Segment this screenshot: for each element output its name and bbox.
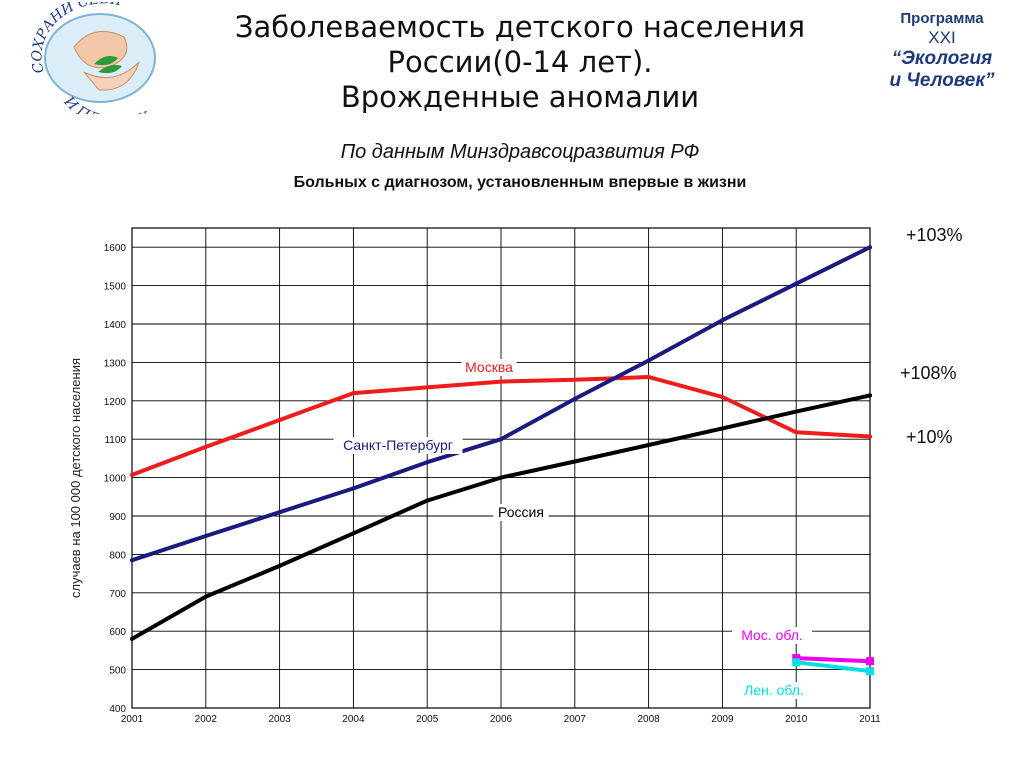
- logo-left: СОХРАНИ СЕБЯ И ПЛАНЕТУ: [29, 2, 156, 114]
- x-tick-label: 2008: [637, 714, 660, 725]
- data-point-spb: [425, 460, 430, 465]
- y-tick-label: 1400: [104, 320, 127, 331]
- data-point-russia: [203, 594, 208, 599]
- change-label-russia: +108%: [900, 363, 957, 383]
- data-point-moscow: [572, 377, 577, 382]
- series-label-len-obl: Лен. обл.: [744, 682, 804, 698]
- y-tick-label: 1000: [104, 474, 127, 485]
- change-label-moscow: +10%: [906, 427, 953, 447]
- data-point-moscow: [720, 394, 725, 399]
- series-label-bg: [734, 682, 814, 699]
- page-title: Заболеваемость детского населения России…: [190, 10, 850, 115]
- data-point-russia: [720, 426, 725, 431]
- y-tick-label: 1200: [104, 397, 127, 408]
- data-point-russia: [425, 498, 430, 503]
- change-label-spb: +103%: [906, 225, 963, 245]
- series-label-bg: [732, 627, 812, 644]
- y-tick-label: 800: [109, 550, 126, 561]
- data-point-russia: [794, 409, 799, 414]
- note-subtitle: Больных с диагнозом, установленным вперв…: [293, 174, 747, 191]
- data-point-russia: [572, 459, 577, 464]
- y-tick-label: 1300: [104, 358, 127, 369]
- y-tick-label: 900: [109, 512, 126, 523]
- data-point-spb: [794, 281, 799, 286]
- x-tick-label: 2007: [564, 714, 587, 725]
- series-label-moscow: Москва: [465, 359, 513, 375]
- x-tick-label: 2004: [342, 714, 365, 725]
- data-point-moscow: [794, 430, 799, 435]
- data-point-moscow: [425, 385, 430, 390]
- logo-right-line2: XXI: [928, 28, 956, 47]
- series-label-bg: [333, 437, 463, 454]
- series-line-mos-obl: [794, 656, 872, 664]
- data-point-spb: [646, 358, 651, 363]
- series-label-russia: Россия: [498, 504, 544, 520]
- x-tick-label: 2003: [268, 714, 291, 725]
- x-tick-label: 2009: [711, 714, 734, 725]
- data-point-spb: [351, 486, 356, 491]
- series-label-mos-obl: Мос. обл.: [741, 627, 803, 643]
- logo-right: Программа XXI “Экология и Человек”: [868, 10, 1016, 105]
- data-point-moscow: [499, 379, 503, 384]
- y-tick-label: 400: [109, 704, 126, 715]
- data-point-spb: [130, 558, 134, 563]
- series-label-bg: [461, 359, 517, 376]
- x-tick-label: 2011: [859, 714, 881, 725]
- y-tick-label: 1600: [104, 243, 127, 254]
- data-point-spb: [572, 396, 577, 401]
- data-point-len-obl: [866, 667, 874, 676]
- title-line-1: Заболеваемость детского населения: [234, 10, 806, 44]
- source-subtitle: По данным Минздравсоцразвития РФ: [340, 141, 700, 163]
- y-tick-label: 500: [109, 666, 126, 677]
- data-point-len-obl: [792, 658, 801, 667]
- data-point-spb: [868, 245, 872, 250]
- logo-right-line1: Программа: [900, 10, 984, 27]
- title-line-2: России(0-14 лет).: [387, 45, 653, 79]
- data-point-moscow: [646, 374, 651, 379]
- y-axis-label: случаев на 100 000 детского населения: [68, 358, 83, 598]
- x-tick-label: 2010: [785, 714, 808, 725]
- x-tick-label: 2005: [416, 714, 439, 725]
- data-point-russia: [351, 531, 356, 536]
- data-point-spb: [499, 437, 503, 442]
- y-tick-label: 1100: [104, 435, 126, 446]
- data-point-spb: [277, 510, 282, 515]
- data-point-russia: [868, 393, 872, 398]
- y-tick-label: 600: [109, 627, 126, 638]
- data-point-moscow: [130, 472, 134, 477]
- x-tick-label: 2002: [195, 714, 218, 725]
- series-line-len-obl: [794, 660, 872, 674]
- y-tick-label: 700: [109, 589, 126, 600]
- x-tick-label: 2001: [121, 714, 144, 725]
- data-point-moscow: [203, 444, 208, 449]
- logo-right-line4: и Человек”: [889, 70, 995, 91]
- data-point-moscow: [351, 391, 356, 396]
- data-point-russia: [277, 563, 282, 568]
- data-point-mos-obl: [866, 657, 874, 666]
- data-point-moscow: [868, 434, 872, 439]
- data-point-russia: [646, 442, 651, 447]
- title-line-3: Врожденные аномалии: [340, 80, 700, 114]
- data-point-moscow: [277, 418, 282, 422]
- y-tick-label: 1500: [104, 282, 127, 293]
- series-label-bg: [493, 504, 549, 521]
- data-point-spb: [720, 318, 725, 323]
- data-point-russia: [499, 475, 503, 480]
- data-point-russia: [130, 636, 134, 641]
- logo-right-line3: “Экология: [891, 48, 993, 69]
- data-point-mos-obl: [792, 654, 801, 663]
- data-point-spb: [203, 533, 208, 538]
- x-tick-label: 2006: [490, 714, 513, 725]
- series-label-spb: Санкт-Петербург: [343, 437, 453, 453]
